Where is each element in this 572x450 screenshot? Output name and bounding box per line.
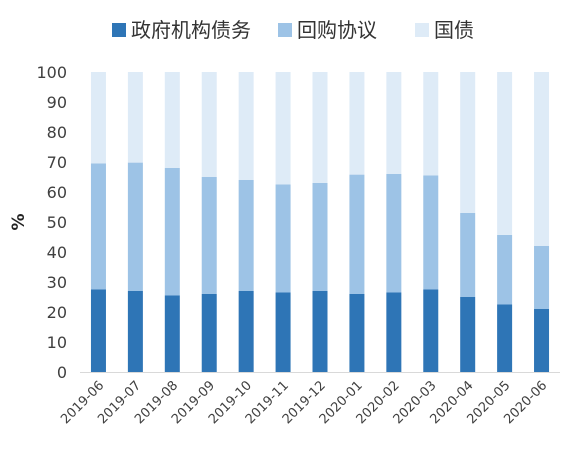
y-tick-label: 30 <box>47 273 67 292</box>
bar-2020-03-s3 <box>423 72 439 176</box>
bar-2019-11-s2 <box>275 184 291 293</box>
legend-label-2: 回购协议 <box>297 18 377 42</box>
bar-2020-02-s1 <box>386 292 402 372</box>
bar-2020-04-s3 <box>460 72 476 213</box>
y-tick-label: 100 <box>36 63 67 82</box>
bar-2020-06-s1 <box>534 309 550 372</box>
bar-2020-04-s1 <box>460 297 476 372</box>
bar-2019-10-s1 <box>238 291 254 372</box>
bar-2019-08-s3 <box>164 72 180 168</box>
bar-2019-08-s2 <box>164 168 180 296</box>
legend-label-1: 政府机构债务 <box>131 18 251 42</box>
x-axis: 2019-062019-072019-082019-092019-102019-… <box>58 378 550 427</box>
y-tick-label: 90 <box>47 93 67 112</box>
y-tick-label: 0 <box>57 363 67 382</box>
bar-2019-12-s1 <box>312 291 328 372</box>
bar-2020-01-s1 <box>349 294 365 372</box>
chart-legend: 政府机构债务 回购协议 国债 <box>112 18 474 42</box>
legend-swatch-2 <box>278 23 292 37</box>
bar-2019-12-s2 <box>312 183 328 291</box>
legend-label-3: 国债 <box>434 18 474 42</box>
bar-2019-09-s2 <box>201 177 217 294</box>
y-tick-label: 60 <box>47 183 67 202</box>
bar-2020-04-s2 <box>460 213 476 297</box>
bar-2019-10-s3 <box>238 72 254 180</box>
y-tick-label: 10 <box>47 333 67 352</box>
bar-2020-05-s2 <box>497 234 513 305</box>
bar-2019-11-s3 <box>275 72 291 185</box>
bar-2020-03-s1 <box>423 289 439 372</box>
bar-2019-06-s3 <box>90 72 106 164</box>
bar-2020-06-s2 <box>534 246 550 309</box>
bar-2020-05-s1 <box>497 304 513 372</box>
bar-2019-08-s1 <box>164 295 180 372</box>
bar-2020-05-s3 <box>497 72 513 235</box>
y-tick-label: 50 <box>47 213 67 232</box>
bar-2019-11-s1 <box>275 292 291 372</box>
bar-2019-09-s3 <box>201 72 217 177</box>
bar-2019-06-s2 <box>90 163 106 290</box>
bar-2019-12-s3 <box>312 72 328 183</box>
y-axis-label: % <box>9 213 29 230</box>
bar-2019-07-s2 <box>127 162 143 291</box>
bar-2019-09-s1 <box>201 294 217 372</box>
bar-2019-06-s1 <box>90 289 106 372</box>
bar-2019-07-s3 <box>127 72 143 163</box>
y-tick-label: 70 <box>47 153 67 172</box>
bars-group <box>90 72 550 372</box>
bar-2020-02-s3 <box>386 72 402 174</box>
y-tick-label: 40 <box>47 243 67 262</box>
bar-2019-07-s1 <box>127 291 143 372</box>
y-tick-label: 20 <box>47 303 67 322</box>
legend-swatch-1 <box>112 23 126 37</box>
bar-2020-01-s2 <box>349 174 365 294</box>
bar-2020-06-s3 <box>534 72 550 246</box>
bar-2020-03-s2 <box>423 175 439 290</box>
bar-2019-10-s2 <box>238 180 254 291</box>
y-axis: 0 10 20 30 40 50 60 70 80 90 100 <box>36 63 67 382</box>
y-tick-label: 80 <box>47 123 67 142</box>
bar-2020-02-s2 <box>386 174 402 293</box>
bar-2020-01-s3 <box>349 72 365 175</box>
legend-swatch-3 <box>415 23 429 37</box>
